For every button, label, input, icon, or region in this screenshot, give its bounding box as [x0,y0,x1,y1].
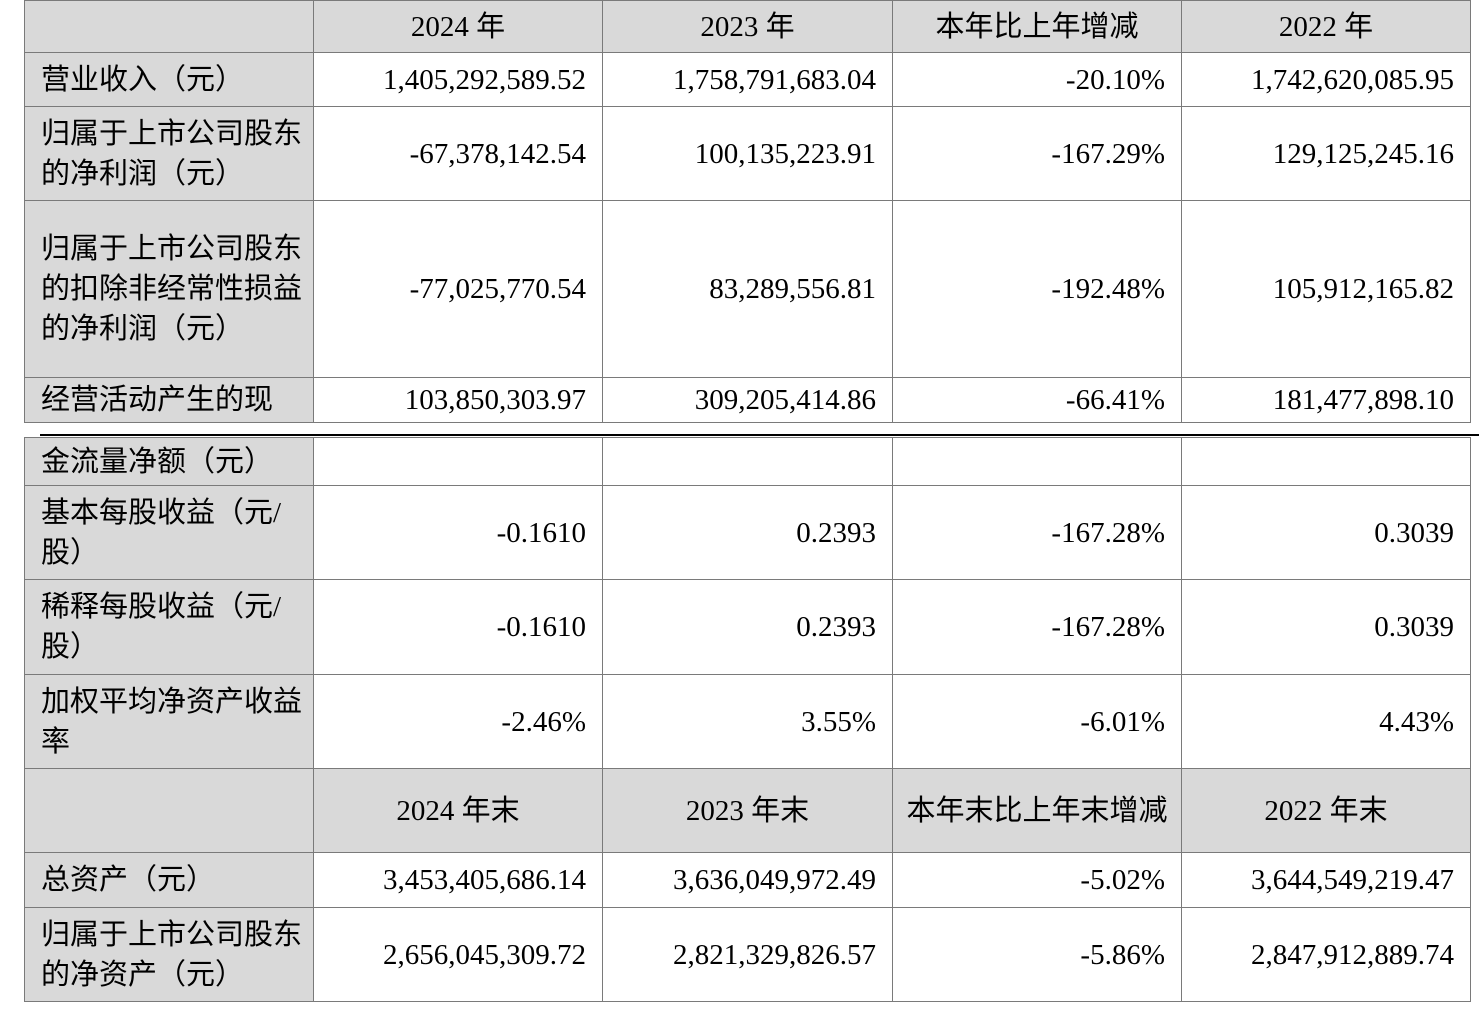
value-cell: -6.01% [892,674,1182,769]
header-cell-blank [24,768,314,853]
value-cell: -167.29% [892,106,1182,201]
value-cell [892,437,1182,486]
value-cell: 1,758,791,683.04 [602,52,893,107]
value-cell: 3,644,549,219.47 [1181,852,1471,908]
value-cell [1181,437,1471,486]
value-cell: 3,453,405,686.14 [313,852,603,908]
table-row: 归属于上市公司股东的扣除非经常性损益的净利润（元） -77,025,770.54… [24,200,1471,378]
value-cell: 4.43% [1181,674,1471,769]
table-row: 归属于上市公司股东的净利润（元） -67,378,142.54 100,135,… [24,106,1471,201]
row-label: 经营活动产生的现 [24,377,314,423]
row-label: 归属于上市公司股东的净利润（元） [24,106,314,201]
value-cell: -5.02% [892,852,1182,908]
value-cell: -66.41% [892,377,1182,423]
table-row: 基本每股收益（元/股） -0.1610 0.2393 -167.28% 0.30… [24,485,1471,580]
table-row: 经营活动产生的现 103,850,303.97 309,205,414.86 -… [24,377,1471,423]
value-cell: -77,025,770.54 [313,200,603,378]
value-cell: -20.10% [892,52,1182,107]
header-cell-2023: 2023 年 [602,0,893,53]
header-cell-2023-end: 2023 年末 [602,768,893,853]
value-cell: 0.2393 [602,485,893,580]
value-cell: 0.3039 [1181,579,1471,675]
row-label: 稀释每股收益（元/股） [24,579,314,675]
header-cell-change: 本年比上年增减 [892,0,1182,53]
financial-table-part-2: 金流量净额（元） 基本每股收益（元/股） -0.1610 0.2393 -167… [24,437,1471,1002]
table-row: 总资产（元） 3,453,405,686.14 3,636,049,972.49… [24,852,1471,908]
header-cell-2024: 2024 年 [313,0,603,53]
value-cell: 2,847,912,889.74 [1181,907,1471,1002]
header-cell-2022-end: 2022 年末 [1181,768,1471,853]
row-label: 基本每股收益（元/股） [24,485,314,580]
table-row: 金流量净额（元） [24,437,1471,486]
header-cell-blank [24,0,314,53]
value-cell: 105,912,165.82 [1181,200,1471,378]
value-cell: 2,656,045,309.72 [313,907,603,1002]
row-label: 营业收入（元） [24,52,314,107]
value-cell: 1,742,620,085.95 [1181,52,1471,107]
table-row: 归属于上市公司股东的净资产（元） 2,656,045,309.72 2,821,… [24,907,1471,1002]
value-cell: -2.46% [313,674,603,769]
value-cell: 0.2393 [602,579,893,675]
value-cell: 129,125,245.16 [1181,106,1471,201]
financial-table-part-1: 2024 年 2023 年 本年比上年增减 2022 年 营业收入（元） 1,4… [24,0,1471,423]
value-cell: 100,135,223.91 [602,106,893,201]
value-cell: -5.86% [892,907,1182,1002]
value-cell: -167.28% [892,579,1182,675]
page-break-rule [40,434,1479,436]
row-label: 加权平均净资产收益率 [24,674,314,769]
row-label: 归属于上市公司股东的扣除非经常性损益的净利润（元） [24,200,314,378]
row-label: 金流量净额（元） [24,437,314,486]
header-row: 2024 年 2023 年 本年比上年增减 2022 年 [24,0,1471,53]
row-label: 归属于上市公司股东的净资产（元） [24,907,314,1002]
table-row: 稀释每股收益（元/股） -0.1610 0.2393 -167.28% 0.30… [24,579,1471,675]
value-cell: 1,405,292,589.52 [313,52,603,107]
header-cell-2022: 2022 年 [1181,0,1471,53]
value-cell: -0.1610 [313,579,603,675]
table-row: 营业收入（元） 1,405,292,589.52 1,758,791,683.0… [24,52,1471,107]
value-cell: -67,378,142.54 [313,106,603,201]
value-cell: 83,289,556.81 [602,200,893,378]
value-cell: -192.48% [892,200,1182,378]
value-cell: -0.1610 [313,485,603,580]
header-cell-2024-end: 2024 年末 [313,768,603,853]
row-label: 总资产（元） [24,852,314,908]
value-cell: 309,205,414.86 [602,377,893,423]
value-cell: 0.3039 [1181,485,1471,580]
header-row-year-end: 2024 年末 2023 年末 本年末比上年末增减 2022 年末 [24,768,1471,853]
value-cell: -167.28% [892,485,1182,580]
value-cell: 181,477,898.10 [1181,377,1471,423]
value-cell: 2,821,329,826.57 [602,907,893,1002]
table-row: 加权平均净资产收益率 -2.46% 3.55% -6.01% 4.43% [24,674,1471,769]
header-cell-change-end: 本年末比上年末增减 [892,768,1182,853]
value-cell [602,437,893,486]
value-cell: 3.55% [602,674,893,769]
value-cell: 103,850,303.97 [313,377,603,423]
value-cell [313,437,603,486]
value-cell: 3,636,049,972.49 [602,852,893,908]
